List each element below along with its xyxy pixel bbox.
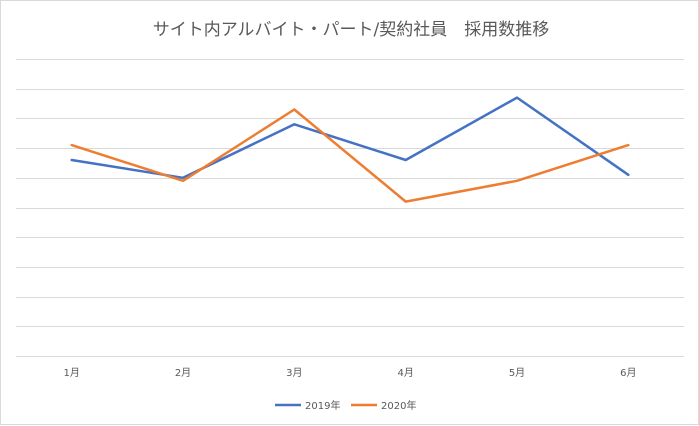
chart-title: サイト内アルバイト・パート/契約社員 採用数推移 (153, 20, 550, 40)
x-tick-label: 1月 (63, 367, 79, 379)
gridlines (16, 59, 684, 357)
legend: 2019年 2020年 (275, 399, 416, 412)
x-tick-label: 6月 (620, 367, 636, 379)
series-line (70, 96, 630, 180)
x-axis-tick-labels: 1月 2月 3月 4月 5月 6月 (63, 367, 636, 379)
series-line (70, 108, 630, 203)
x-tick-label: 3月 (286, 367, 302, 379)
x-tick-label: 2月 (175, 367, 191, 379)
legend-label: 2020年 (381, 399, 416, 412)
series-lines (70, 96, 630, 203)
x-tick-label: 5月 (509, 367, 525, 379)
legend-label: 2019年 (305, 399, 340, 412)
x-tick-label: 4月 (397, 367, 413, 379)
